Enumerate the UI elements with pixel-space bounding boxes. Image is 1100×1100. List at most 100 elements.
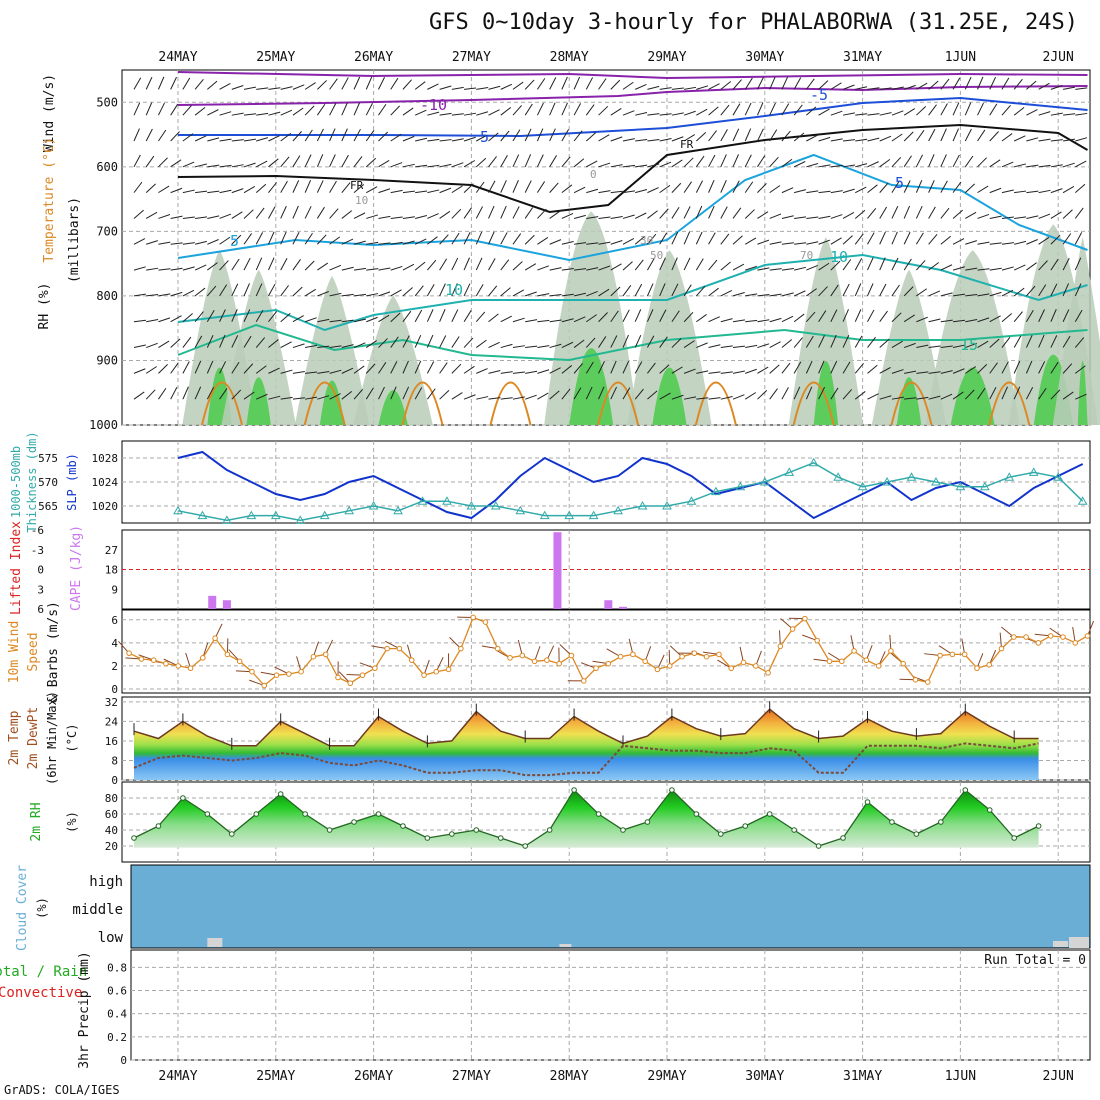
rh-shading (925, 250, 1020, 425)
wind-speed-marker (1011, 634, 1017, 640)
thickness-marker (442, 496, 452, 505)
wind-barb (977, 157, 987, 168)
wind-barb (708, 371, 721, 374)
wind-barb (1038, 309, 1045, 322)
wind-barb (292, 131, 302, 142)
wind-barb (329, 103, 337, 116)
wind-barb (316, 180, 324, 193)
wind-barb (390, 312, 401, 323)
wind-barb (842, 335, 850, 348)
wind-speed-marker (519, 652, 526, 659)
rh-area (134, 790, 1039, 848)
wind-barb (671, 182, 682, 193)
wind-barb (1013, 287, 1025, 297)
wind-barb (647, 335, 655, 348)
wind-barb (476, 368, 488, 374)
wind-barb (903, 108, 916, 116)
wind-barb (512, 179, 519, 193)
wind-barb (536, 154, 544, 168)
wind-barb (1026, 262, 1037, 271)
wind-barb (903, 286, 914, 297)
wind-barb (732, 207, 742, 219)
wind-barb (1026, 285, 1036, 297)
wind-barb (341, 77, 349, 90)
wind-barb (1038, 111, 1051, 116)
contour-label: 10 (355, 194, 368, 207)
wind-barb (512, 105, 522, 116)
wind-barb (793, 337, 803, 348)
wind-barb (292, 286, 303, 297)
wind-barb (622, 261, 633, 271)
wind-barb (805, 78, 815, 90)
wind-barb (475, 231, 483, 245)
rh-marker (155, 823, 162, 829)
wind-barb (659, 283, 666, 297)
wind-barb (243, 138, 256, 142)
temp-label-2: 2m DewPt (26, 707, 41, 770)
wind-speed-marker (617, 653, 624, 660)
date-label-top: 29MAY (647, 50, 686, 65)
contour-label: 70 (800, 249, 813, 262)
wind-barb (549, 267, 562, 271)
wind-barb (1013, 106, 1025, 116)
wind-barb (524, 128, 532, 142)
thickness-marker (784, 467, 795, 476)
wind-barb (867, 364, 878, 374)
wind-barb (732, 235, 743, 245)
rh-marker (986, 807, 993, 813)
rh-marker (717, 831, 724, 837)
wind-barb (561, 156, 571, 168)
wind-speed-marker (1060, 634, 1066, 640)
wind-barb (977, 293, 990, 297)
wind-barb (292, 232, 300, 245)
wind-barb (194, 287, 206, 297)
wind-barb (781, 187, 794, 194)
wind-barb (231, 112, 244, 116)
rh-panel (121, 781, 1091, 863)
thickness-tick-label: 575 (38, 452, 58, 465)
wind-barb (463, 257, 470, 271)
wind-barb (891, 206, 899, 219)
wind-barb (206, 360, 214, 374)
low-cloud-block (1069, 937, 1089, 948)
wind-barb (378, 215, 391, 219)
wind-speed-marker (494, 645, 501, 652)
wind-barb (806, 190, 819, 194)
wind-barb (475, 339, 487, 348)
wind-barb (415, 164, 428, 168)
wind-barb (867, 208, 877, 219)
wind-barb (586, 290, 598, 297)
contour-label: 5 (230, 232, 239, 250)
date-label-top: 26MAY (354, 50, 393, 65)
wind-barb (316, 234, 327, 245)
wind-barb (818, 262, 830, 271)
wind-barb (989, 215, 1002, 219)
wind-barb (915, 205, 923, 219)
date-label-bottom: 1JUN (945, 1069, 976, 1084)
wind-barb (365, 387, 374, 400)
precip-tick-label: 0.2 (107, 1031, 127, 1044)
wind-barb (855, 186, 867, 194)
wind-barb (463, 231, 471, 245)
wind-barb (463, 283, 471, 297)
date-label-bottom: 26MAY (354, 1069, 393, 1084)
wind-barb (182, 386, 189, 400)
wind-barb (1050, 139, 1063, 142)
wind-barb (769, 76, 776, 90)
cape-tick-label: 9 (111, 583, 118, 596)
wind-barb (744, 77, 753, 90)
thickness-marker (735, 481, 746, 491)
wind-barb (158, 340, 170, 348)
wind-barb (940, 207, 950, 219)
wind-barb (586, 216, 599, 219)
wind-barb (219, 213, 232, 219)
wind-barb (243, 309, 251, 322)
wind-barb (928, 180, 935, 193)
rh-shading (871, 269, 947, 425)
wind-barb (378, 103, 387, 116)
wind-barb (671, 310, 680, 323)
wind-barb (1001, 161, 1014, 168)
wind-barb (194, 163, 207, 168)
wind-barb (317, 262, 329, 271)
wind-barb (634, 309, 642, 322)
